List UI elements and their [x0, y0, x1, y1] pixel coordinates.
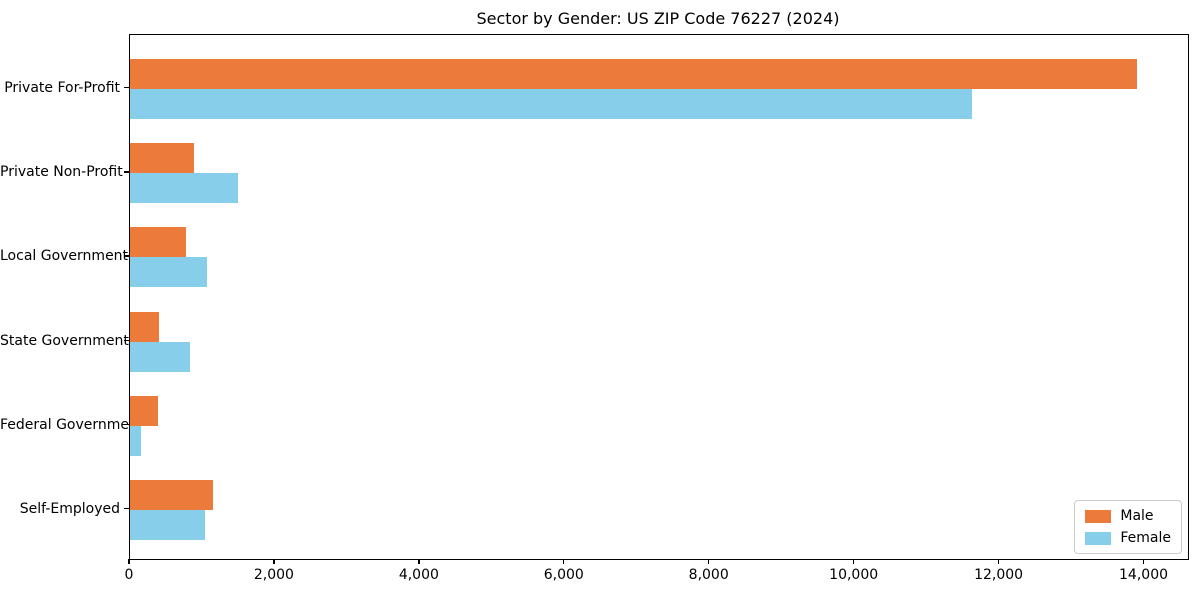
- bar-female-local-government: [130, 257, 207, 288]
- y-tick-mark: [124, 339, 129, 341]
- x-tick-label: 12,000: [974, 567, 1024, 583]
- legend-label-male: Male: [1120, 508, 1154, 524]
- bar-female-state-government: [130, 341, 191, 372]
- x-tick-mark: [563, 559, 565, 565]
- x-tick-label: 10,000: [829, 567, 879, 583]
- y-tick-mark: [124, 508, 129, 510]
- y-tick-mark: [124, 87, 129, 89]
- bar-male-self-employed: [130, 480, 214, 510]
- legend: Male Female: [1074, 500, 1182, 554]
- plot-area: Male Female: [129, 34, 1189, 560]
- x-tick-mark: [708, 559, 710, 565]
- y-axis-label: Self-Employed: [19, 501, 120, 517]
- y-axis-label: Local Government: [0, 248, 129, 265]
- bar-male-state-government: [130, 311, 159, 342]
- x-tick-label: 8,000: [688, 567, 729, 583]
- bar-female-private-for-profit: [130, 89, 973, 119]
- bar-male-local-government: [130, 227, 186, 258]
- bar-male-private-for-profit: [130, 59, 1137, 89]
- x-tick-mark: [997, 559, 1000, 565]
- x-tick-label: 2,000: [253, 567, 294, 583]
- female-series-swatch-icon: [1085, 531, 1112, 545]
- legend-item-female: Female: [1085, 530, 1171, 546]
- legend-label-female: Female: [1120, 530, 1171, 546]
- bar-female-self-employed: [130, 510, 205, 540]
- y-tick-mark: [124, 423, 129, 426]
- y-axis-label: Federal Government: [0, 416, 144, 433]
- bar-male-private-non-profit: [130, 143, 194, 174]
- x-tick-mark: [1142, 559, 1145, 565]
- y-tick-mark: [124, 171, 129, 173]
- x-tick-mark: [128, 559, 130, 565]
- x-tick-mark: [273, 559, 275, 565]
- x-tick-label: 4,000: [398, 567, 439, 583]
- bar-female-private-non-profit: [130, 173, 238, 204]
- bar-female-federal-government: [130, 425, 141, 456]
- y-axis-label: Private Non-Profit: [0, 164, 123, 181]
- x-tick-mark: [852, 559, 855, 565]
- x-tick-label: 14,000: [1119, 567, 1169, 583]
- y-tick-mark: [124, 255, 129, 257]
- x-tick-label: 0: [124, 567, 134, 583]
- y-axis-label: State Government: [0, 332, 129, 349]
- y-axis-label: Private For-Profit: [4, 80, 120, 96]
- bar-male-federal-government: [130, 395, 158, 426]
- male-series-swatch-icon: [1085, 509, 1112, 523]
- chart-title: Sector by Gender: US ZIP Code 76227 (202…: [476, 9, 840, 28]
- x-tick-mark: [418, 559, 420, 565]
- legend-item-male: Male: [1085, 508, 1171, 524]
- x-tick-label: 6,000: [543, 567, 584, 583]
